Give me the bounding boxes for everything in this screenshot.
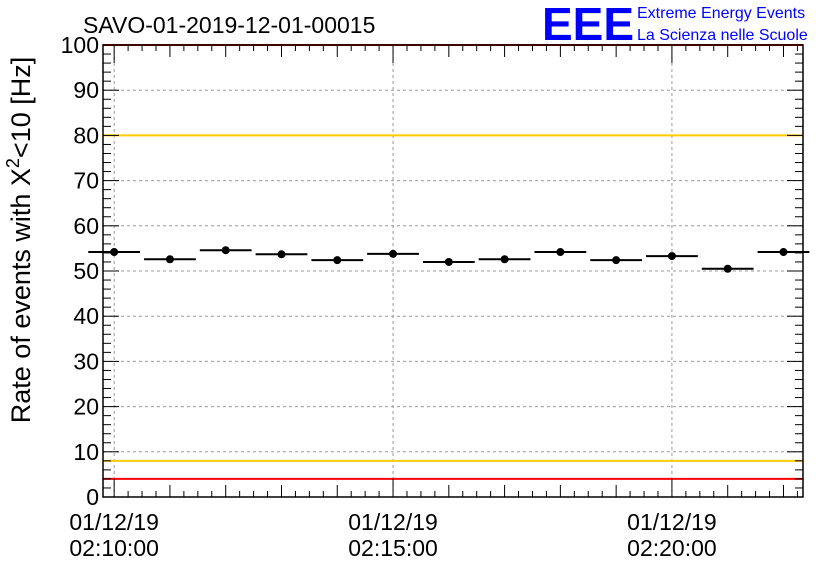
y-tick-label: 40	[73, 303, 99, 329]
x-tick-label-date: 01/12/19	[348, 509, 438, 535]
eee-logo: EEE Extreme Energy Events La Scienza nel…	[542, 0, 808, 50]
y-tick-label: 90	[73, 77, 99, 103]
x-tick-label-time: 02:10:00	[69, 535, 159, 561]
data-marker	[277, 250, 286, 259]
y-tick-label: 70	[73, 168, 99, 194]
data-point	[534, 248, 587, 257]
data-points	[88, 246, 810, 273]
data-marker	[110, 248, 119, 257]
chart-title: SAVO-01-2019-12-01-00015	[83, 12, 375, 38]
data-point	[646, 252, 698, 261]
y-tick-label: 30	[73, 348, 99, 374]
data-marker	[333, 256, 342, 265]
grid	[103, 45, 803, 497]
logo-line-1: Extreme Energy Events	[637, 5, 805, 22]
y-tick-label: 80	[73, 122, 99, 148]
data-point	[701, 264, 754, 273]
x-tick-label-date: 01/12/19	[627, 509, 717, 535]
data-marker	[612, 256, 621, 265]
logo-line-2: La Scienza nelle Scuole	[637, 27, 808, 44]
data-point	[199, 246, 252, 255]
data-marker	[779, 248, 788, 257]
y-tick-label: 0	[86, 484, 99, 510]
data-point	[255, 250, 308, 259]
data-point	[88, 248, 141, 257]
data-point	[757, 248, 810, 257]
y-axis-label: Rate of events with X2<10 [Hz]	[3, 57, 36, 423]
y-tick-label: 50	[73, 258, 99, 284]
data-point	[311, 256, 364, 265]
y-tick-label: 60	[73, 213, 99, 239]
data-marker	[556, 248, 565, 257]
x-tick-label-time: 02:20:00	[627, 535, 717, 561]
y-tick-label: 20	[73, 394, 99, 420]
x-tick-label-time: 02:15:00	[348, 535, 438, 561]
data-point	[590, 256, 643, 265]
data-point	[367, 249, 419, 258]
axes: 010203040506070809010001/12/1902:10:0001…	[61, 32, 804, 561]
data-marker	[500, 255, 509, 264]
data-marker	[723, 264, 732, 273]
data-marker	[444, 257, 453, 266]
data-point	[422, 257, 475, 266]
data-point	[144, 255, 196, 264]
logo-eee-text: EEE	[542, 0, 634, 50]
data-marker	[389, 249, 398, 258]
data-marker	[165, 255, 174, 264]
x-tick-label-date: 01/12/19	[69, 509, 159, 535]
y-tick-label: 100	[61, 32, 99, 58]
data-point	[478, 255, 531, 264]
data-marker	[221, 246, 230, 255]
data-marker	[667, 252, 676, 261]
y-tick-label: 10	[73, 439, 99, 465]
